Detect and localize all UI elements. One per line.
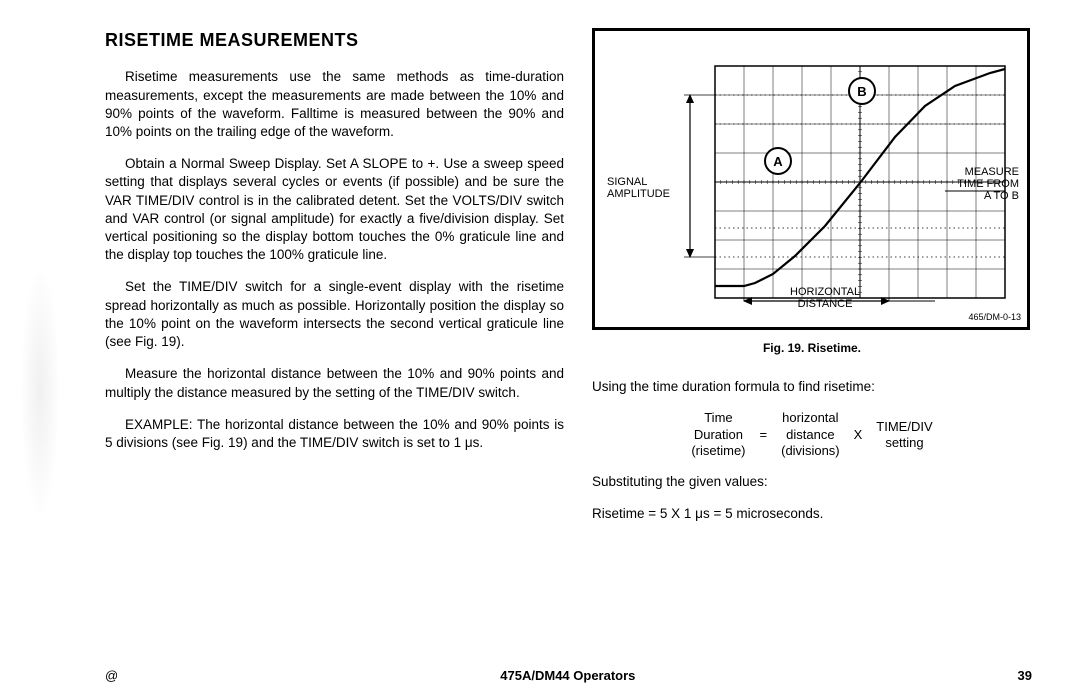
formula-text: setting: [876, 435, 932, 451]
paragraph-5: EXAMPLE: The horizontal distance between…: [105, 416, 564, 452]
paragraph-3: Set the TIME/DIV switch for a single-eve…: [105, 278, 564, 351]
paragraph-2: Obtain a Normal Sweep Display. Set A SLO…: [105, 155, 564, 264]
label-line: MEASURE: [957, 166, 1019, 178]
right-column: A B SIGNAL AMPLITUDE MEASURE TIME FROM A …: [592, 28, 1032, 538]
label-line: SIGNAL: [607, 176, 670, 188]
paragraph-1: Risetime measurements use the same metho…: [105, 68, 564, 141]
footer-center: 475A/DM44 Operators: [118, 668, 1017, 683]
formula-rhs: TIME/DIV setting: [876, 419, 932, 452]
page-footer: @ 475A/DM44 Operators 39: [0, 668, 1080, 683]
formula-lhs: Time Duration (risetime): [691, 410, 745, 459]
formula-equals: =: [760, 427, 768, 443]
formula: Time Duration (risetime) = horizontal di…: [592, 410, 1032, 459]
formula-text: (risetime): [691, 443, 745, 459]
label-line: A TO B: [957, 190, 1019, 202]
formula-text: TIME/DIV: [876, 419, 932, 435]
left-column: RISETIME MEASUREMENTS Risetime measureme…: [105, 28, 564, 538]
label-line: HORIZONTAL: [790, 286, 860, 298]
formula-intro: Using the time duration formula to find …: [592, 378, 1032, 396]
svg-text:A: A: [773, 154, 783, 169]
result-text: Risetime = 5 X 1 μs = 5 microseconds.: [592, 505, 1032, 523]
label-line: AMPLITUDE: [607, 188, 670, 200]
footer-page-number: 39: [1018, 668, 1032, 683]
footer-at: @: [105, 668, 118, 683]
section-title: RISETIME MEASUREMENTS: [105, 28, 564, 52]
svg-text:B: B: [857, 84, 866, 99]
label-measure-time: MEASURE TIME FROM A TO B: [957, 166, 1019, 202]
paragraph-4: Measure the horizontal distance between …: [105, 365, 564, 401]
formula-text: Time: [691, 410, 745, 426]
substituting-text: Substituting the given values:: [592, 473, 1032, 491]
figure-19: A B SIGNAL AMPLITUDE MEASURE TIME FROM A …: [592, 28, 1030, 330]
formula-text: distance: [781, 427, 840, 443]
label-horizontal-distance: HORIZONTAL DISTANCE: [790, 286, 860, 310]
formula-text: (divisions): [781, 443, 840, 459]
formula-mid: horizontal distance (divisions): [781, 410, 840, 459]
label-signal-amplitude: SIGNAL AMPLITUDE: [607, 176, 670, 200]
formula-text: Duration: [691, 427, 745, 443]
page: RISETIME MEASUREMENTS Risetime measureme…: [0, 0, 1080, 538]
label-line: TIME FROM: [957, 178, 1019, 190]
formula-times: X: [854, 427, 863, 443]
formula-text: horizontal: [781, 410, 840, 426]
figure-caption: Fig. 19. Risetime.: [592, 340, 1032, 356]
label-line: DISTANCE: [790, 298, 860, 310]
figure-ref-number: 465/DM-0-13: [968, 311, 1021, 323]
